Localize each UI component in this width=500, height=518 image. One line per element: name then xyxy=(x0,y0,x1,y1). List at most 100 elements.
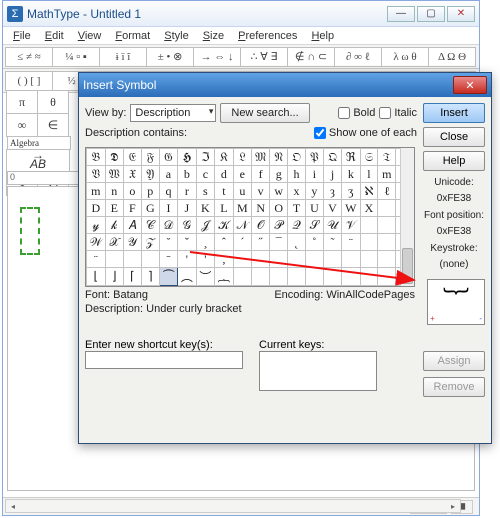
symbol-cell[interactable]: 𝔑 xyxy=(270,149,288,166)
symbol-cell[interactable]: o xyxy=(123,183,141,200)
symbol-cell[interactable]: 𝒞 xyxy=(141,217,159,234)
symbol-cell[interactable]: L xyxy=(215,200,234,217)
toolbar-cell[interactable]: Δ Ω Θ xyxy=(428,47,476,67)
symbol-cell[interactable]: ⏜ xyxy=(159,268,177,286)
symbol-cell[interactable]: ︵ xyxy=(178,268,197,286)
symbol-cell[interactable]: 𝔖 xyxy=(360,149,378,166)
symbol-cell[interactable] xyxy=(360,234,378,251)
symbol-cell[interactable] xyxy=(233,251,251,268)
toolbar-cell[interactable]: ± • ⊗ xyxy=(146,47,194,67)
symbol-cell[interactable]: F xyxy=(123,200,141,217)
menu-edit[interactable]: Edit xyxy=(39,29,70,43)
symbol-cell[interactable] xyxy=(233,268,251,286)
grid-scrollbar[interactable] xyxy=(400,148,414,286)
symbol-cell[interactable]: l xyxy=(360,166,378,183)
symbol-cell[interactable] xyxy=(378,268,396,286)
symbol-cell[interactable]: 𝒰 xyxy=(323,217,341,234)
symbol-cell[interactable] xyxy=(342,251,360,268)
symbol-cell[interactable]: 𝓎 xyxy=(87,217,106,234)
symbol-cell[interactable]: ¨ xyxy=(342,234,360,251)
symbol-cell[interactable]: K xyxy=(196,200,215,217)
menu-help[interactable]: Help xyxy=(305,29,340,43)
symbol-cell[interactable]: ⌉ xyxy=(141,268,159,286)
symbol-cell[interactable]: ¨ xyxy=(87,251,106,268)
close-dialog-button[interactable]: Close xyxy=(423,127,485,147)
toolbar-cell[interactable]: → ⇔ ↓ xyxy=(193,47,241,67)
symbol-cell[interactable]: G xyxy=(141,200,159,217)
symbol-cell[interactable]: 𝒫 xyxy=(270,217,288,234)
symbol-cell[interactable]: ʒ xyxy=(342,183,360,200)
symbol-cell[interactable] xyxy=(378,234,396,251)
symbol-cell[interactable]: ' xyxy=(196,251,215,268)
symbol-cell[interactable]: w xyxy=(270,183,288,200)
symbol-cell[interactable]: a xyxy=(159,166,177,183)
symbol-cell[interactable]: T xyxy=(288,200,306,217)
symbol-cell[interactable]: N xyxy=(252,200,270,217)
menu-size[interactable]: Size xyxy=(197,29,230,43)
symbol-cell[interactable]: 𝒴 xyxy=(123,234,141,251)
symbol-cell[interactable]: I xyxy=(159,200,177,217)
symbol-cell[interactable]: ˆ xyxy=(215,234,234,251)
symbol-cell[interactable] xyxy=(360,268,378,286)
toolbar-cell[interactable]: λ ω θ xyxy=(381,47,429,67)
symbol-cell[interactable] xyxy=(141,251,159,268)
symbol-cell[interactable]: 𝔜 xyxy=(141,166,159,183)
symbol-cell[interactable]: 𝔎 xyxy=(215,149,234,166)
vector-AB[interactable]: → AB xyxy=(6,149,70,173)
symbol-cell[interactable]: 𝔓 xyxy=(305,149,323,166)
symbol-cell[interactable]: ˜ xyxy=(323,234,341,251)
symbol-cell[interactable]: ȝ xyxy=(323,183,341,200)
bold-checkbox[interactable]: Bold xyxy=(338,107,375,119)
symbol-cell[interactable]: m xyxy=(378,166,396,183)
symbol-cell[interactable]: ︶ xyxy=(196,268,215,286)
symbol-cell[interactable] xyxy=(378,217,396,234)
symbol-cell[interactable]: 𝔔 xyxy=(323,149,341,166)
symbol-grid[interactable]: 𝔅𝕯𝔈𝔉𝔊𝕳ℑ𝔎𝔏𝔐𝔑𝔒𝔓𝔔ℜ𝔖𝔗𝔘𝔙𝔚𝔛𝔜abcdefghijklmnmnop… xyxy=(85,147,415,287)
symbol-cell[interactable]: 𝔛 xyxy=(123,166,141,183)
symbol-cell[interactable]: 𝔏 xyxy=(233,149,251,166)
symbol-cell[interactable] xyxy=(323,251,341,268)
dialog-close-button[interactable]: ✕ xyxy=(453,76,487,94)
symbol-cell[interactable]: j xyxy=(323,166,341,183)
symbol-cell[interactable]: 𝔚 xyxy=(105,166,123,183)
symbol-cell[interactable]: 𝔗 xyxy=(378,149,396,166)
symbol-cell[interactable]: ˝ xyxy=(252,234,270,251)
minimize-button[interactable]: — xyxy=(387,6,415,22)
symbol-cell[interactable] xyxy=(105,251,123,268)
symbol-cell[interactable]: 𝕳 xyxy=(178,149,197,166)
toolbar-cell[interactable]: ≤ ≠ ≈ xyxy=(5,47,53,67)
symbol-cell[interactable] xyxy=(360,251,378,268)
symbol-cell[interactable]: ˘ xyxy=(159,234,177,251)
symbol-cell[interactable]: ' xyxy=(178,251,197,268)
symbol-cell[interactable]: ˇ xyxy=(178,234,197,251)
symbol-cell[interactable]: ¯ xyxy=(270,234,288,251)
symbol-cell[interactable]: 𝒥 xyxy=(196,217,215,234)
symbol-cell[interactable] xyxy=(305,251,323,268)
symbol-cell[interactable]: ¸ xyxy=(196,234,215,251)
symbol-cell[interactable] xyxy=(342,268,360,286)
symbol-cell[interactable]: 𝕯 xyxy=(105,149,123,166)
symbol-cell[interactable]: ℓ xyxy=(378,183,396,200)
remove-button[interactable]: Remove xyxy=(423,377,485,397)
symbol-cell[interactable]: 𝒪 xyxy=(252,217,270,234)
toolbar-cell[interactable]: ɨ ï ĩ xyxy=(99,47,147,67)
viewby-dropdown[interactable]: Description xyxy=(130,104,216,122)
symbol-cell[interactable]: i xyxy=(305,166,323,183)
symbol-cell[interactable]: v xyxy=(252,183,270,200)
symbol-cell[interactable]: 𝔉 xyxy=(141,149,159,166)
symbol-cell[interactable]: U xyxy=(305,200,323,217)
toolbar-cell[interactable]: ( ) [ ] xyxy=(5,71,53,91)
symbol-cell[interactable] xyxy=(270,251,288,268)
toolbar-cell[interactable]: ∴ ∀ ∃ xyxy=(240,47,288,67)
help-button[interactable]: Help xyxy=(423,151,485,171)
symbol-cell[interactable]: W xyxy=(342,200,360,217)
symbol-cell[interactable] xyxy=(252,251,270,268)
symbol-cell[interactable] xyxy=(305,268,323,286)
palette-cell[interactable]: θ xyxy=(37,90,69,114)
symbol-cell[interactable]: ⌊ xyxy=(87,268,106,286)
palette-cell[interactable]: π xyxy=(6,90,38,114)
menu-format[interactable]: Format xyxy=(109,29,156,43)
symbol-cell[interactable] xyxy=(252,268,270,286)
symbol-cell[interactable]: 𝒦 xyxy=(215,217,234,234)
symbol-cell[interactable]: s xyxy=(196,183,215,200)
